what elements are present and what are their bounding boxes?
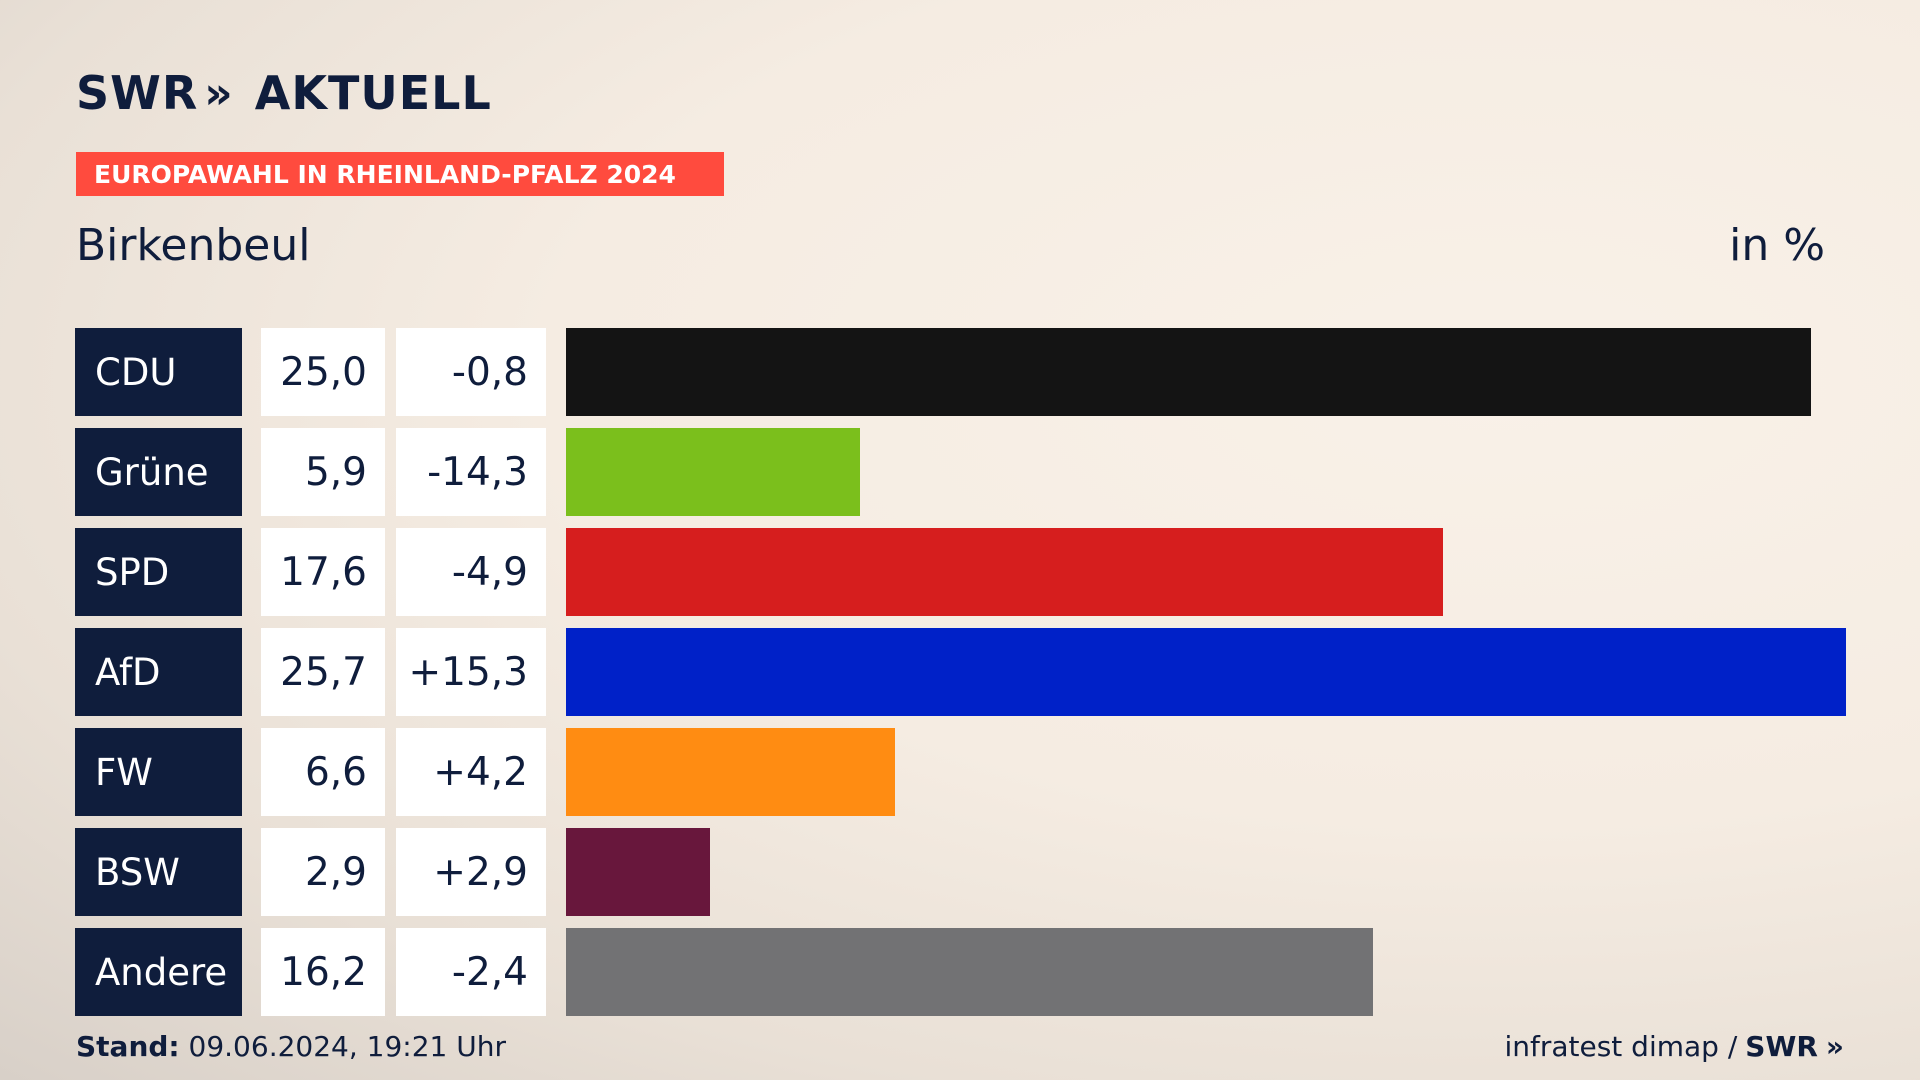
result-row: AfD 25,7 +15,3 bbox=[0, 628, 1920, 716]
party-label: Grüne bbox=[75, 428, 242, 516]
source-brand: SWR bbox=[1745, 1030, 1818, 1063]
result-bar bbox=[566, 828, 710, 916]
result-row: Andere 16,2 -2,4 bbox=[0, 928, 1920, 1016]
result-bar bbox=[566, 328, 1811, 416]
result-bar bbox=[566, 728, 895, 816]
stand-value: 09.06.2024, 19:21 Uhr bbox=[188, 1030, 506, 1063]
vote-share-label: 25,0 bbox=[261, 328, 385, 416]
source-chevron-icon: » bbox=[1825, 1030, 1844, 1063]
party-label: FW bbox=[75, 728, 242, 816]
change-label: +2,9 bbox=[396, 828, 546, 916]
vote-share-label: 5,9 bbox=[261, 428, 385, 516]
result-row: SPD 17,6 -4,9 bbox=[0, 528, 1920, 616]
vote-share-label: 25,7 bbox=[261, 628, 385, 716]
party-label: CDU bbox=[75, 328, 242, 416]
change-label: -14,3 bbox=[396, 428, 546, 516]
party-label: Andere bbox=[75, 928, 242, 1016]
source-credit: infratest dimap / SWR » bbox=[1504, 1030, 1844, 1063]
change-label: -0,8 bbox=[396, 328, 546, 416]
result-bar bbox=[566, 928, 1373, 1016]
change-label: -4,9 bbox=[396, 528, 546, 616]
logo-aktuell: AKTUELL bbox=[254, 66, 492, 120]
unit-label: in % bbox=[1729, 220, 1825, 271]
location-title: Birkenbeul bbox=[76, 220, 311, 271]
change-label: +4,2 bbox=[396, 728, 546, 816]
stand-label: Stand: bbox=[76, 1030, 180, 1063]
logo-chevron-icon: » bbox=[204, 67, 233, 119]
vote-share-label: 16,2 bbox=[261, 928, 385, 1016]
change-label: -2,4 bbox=[396, 928, 546, 1016]
vote-share-label: 2,9 bbox=[261, 828, 385, 916]
vote-share-label: 6,6 bbox=[261, 728, 385, 816]
logo-swr: SWR bbox=[76, 66, 199, 120]
change-label: +15,3 bbox=[396, 628, 546, 716]
swr-aktuell-logo: SWR » AKTUELL bbox=[76, 66, 492, 120]
party-label: BSW bbox=[75, 828, 242, 916]
election-banner: EUROPAWAHL IN RHEINLAND-PFALZ 2024 bbox=[76, 152, 724, 196]
party-label: SPD bbox=[75, 528, 242, 616]
source-text: infratest dimap / bbox=[1504, 1030, 1738, 1063]
result-bar bbox=[566, 528, 1443, 616]
party-label: AfD bbox=[75, 628, 242, 716]
timestamp: Stand: 09.06.2024, 19:21 Uhr bbox=[76, 1030, 506, 1063]
result-row: FW 6,6 +4,2 bbox=[0, 728, 1920, 816]
result-bar bbox=[566, 628, 1846, 716]
result-row: BSW 2,9 +2,9 bbox=[0, 828, 1920, 916]
vote-share-label: 17,6 bbox=[261, 528, 385, 616]
result-row: Grüne 5,9 -14,3 bbox=[0, 428, 1920, 516]
result-bar bbox=[566, 428, 860, 516]
result-row: CDU 25,0 -0,8 bbox=[0, 328, 1920, 416]
